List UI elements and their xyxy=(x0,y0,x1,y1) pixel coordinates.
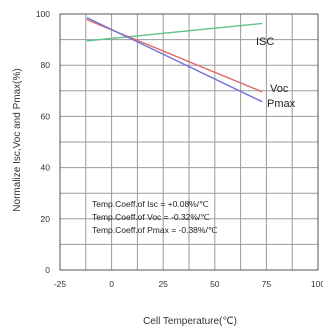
annotation-isc: Temp.Coeff.of Isc = +0.08%/℃ xyxy=(92,199,209,209)
x-tick-label: 25 xyxy=(158,279,168,289)
y-tick-label: 100 xyxy=(36,9,50,19)
series-label-isc: ISC xyxy=(256,36,274,48)
annotation-voc: Temp.Coeff.of Voc = -0.32%/℃ xyxy=(92,212,210,222)
y-tick-label: 60 xyxy=(41,111,51,121)
plot-frame xyxy=(59,13,319,271)
x-tick-labels: -25 0 25 50 75 100 xyxy=(54,279,323,289)
x-tick-label: 75 xyxy=(262,279,272,289)
grid xyxy=(60,14,318,270)
series-line-pmax xyxy=(86,16,263,103)
series-label-pmax: Pmax xyxy=(267,98,296,110)
x-tick-label: -25 xyxy=(54,279,67,289)
series-label-voc: Voc xyxy=(270,83,289,95)
x-axis-title: Cell Temperature(℃) xyxy=(143,316,237,327)
annotation-pmax: Temp.Coeff.of Pmax = -0.38%/℃ xyxy=(92,225,218,235)
y-tick-label: 0 xyxy=(45,265,50,275)
y-tick-label: 20 xyxy=(41,214,51,224)
y-axis-title: Normalize Isc,Voc and Pmax(%) xyxy=(12,68,23,211)
series-line-isc xyxy=(86,22,263,42)
x-tick-label: 50 xyxy=(210,279,220,289)
x-tick-label: 100 xyxy=(311,279,323,289)
series-lines xyxy=(86,16,263,103)
x-tick-label: 0 xyxy=(109,279,114,289)
y-tick-labels: 0 20 40 60 80 100 xyxy=(36,9,50,275)
y-tick-label: 40 xyxy=(41,163,51,173)
y-tick-label: 80 xyxy=(41,60,51,70)
